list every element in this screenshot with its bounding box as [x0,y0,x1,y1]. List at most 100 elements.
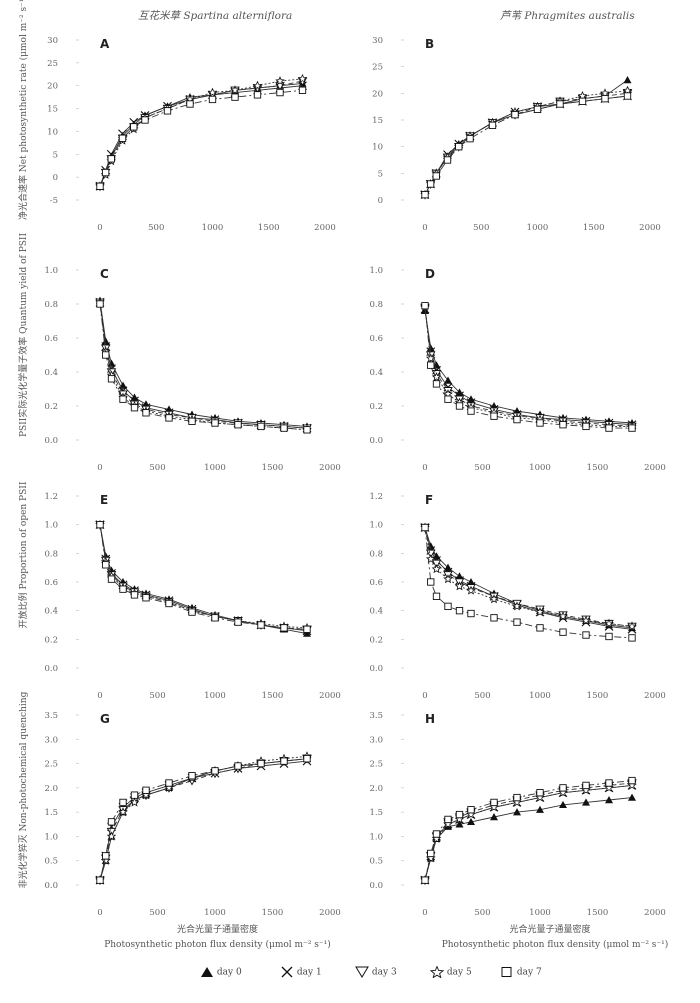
data-point-day7 [490,614,498,622]
y-tick-label: 20 [372,89,383,99]
data-point-day5 [297,73,308,83]
data-point-day7 [253,91,262,99]
y-tick-label: 1.0 [369,521,383,531]
y-tick-label: 0.2 [44,635,58,645]
data-point-day7 [102,561,110,569]
series-line-day5 [99,755,308,881]
y-tick-label: 0.6 [369,334,383,344]
data-point-day5 [604,618,614,628]
data-point-day5 [512,601,522,611]
series-line-day7 [424,527,633,639]
data-point-day0 [467,578,475,586]
y-tick-label: 15 [47,105,58,115]
x-tick-label: 0 [97,908,102,918]
data-point-day7 [513,618,521,626]
data-point-day7 [421,876,429,884]
data-point-day7 [101,168,110,177]
data-point-day7 [490,798,498,807]
data-point-day0 [513,808,521,816]
data-point-day7 [511,111,519,119]
y-tick-label: 0.6 [369,578,383,588]
y-tick-label: 0.2 [369,635,383,645]
data-point-day7 [467,806,475,814]
data-point-day7 [455,607,464,615]
data-point-day7 [280,624,288,632]
y-tick-label: 0.5 [44,857,58,867]
series-line-day0 [99,82,303,187]
data-point-day7 [533,105,542,113]
data-point-day7 [444,815,452,824]
y-tick-label: 0 [53,173,58,183]
data-point-day7 [186,100,194,108]
data-point-day7 [536,789,544,797]
panel-c: C 0.0 0.2 0.4 0.6 0.8 1.0 0 500 1000 1500 2000 [44,266,340,473]
y-tick-label: 1.0 [44,832,58,842]
data-point-day7 [466,135,474,143]
y-tick-label: 25 [372,63,383,73]
data-point-day0 [628,793,636,801]
data-point-day7 [421,191,429,199]
data-point-day3 [425,549,436,559]
data-point-day7 [234,618,242,626]
x-tick-label: 1500 [262,908,284,918]
data-point-day7 [536,419,544,427]
data-point-day7 [211,419,219,427]
data-point-day7 [130,123,138,131]
x-tick-label: 2000 [319,908,341,918]
panel-d: D 0.0 0.2 0.4 0.6 0.8 1.0 0 500 1000 1500 2000 [369,266,665,473]
series-line-day5 [424,90,628,195]
y-tick-label: 0.8 [369,300,383,310]
y-tick-label: 0.8 [369,549,383,559]
x-tick-label: 0 [97,223,102,233]
data-point-day0 [536,805,544,813]
y-tick-label: 2.5 [44,760,58,770]
data-point-day7 [427,849,435,858]
x-tick-label: 1500 [587,691,609,701]
data-point-day7 [601,95,609,103]
y-tick-label: 0.0 [44,664,58,674]
y-tick-label: 0.8 [44,300,58,310]
y-tick-label: 0.4 [369,368,383,378]
y-tick-label: 0.0 [369,436,383,446]
y-tick-label: 1.0 [369,832,383,842]
series-line-day7 [424,780,633,881]
data-point-day7 [298,86,307,94]
data-point-day7 [513,793,521,802]
y-tick-label: 3.5 [369,711,383,721]
panel-letter: A [100,37,110,51]
y-tick-label: 5 [378,169,383,179]
data-point-day7 [96,876,104,884]
x-tick-label: 1500 [262,463,284,473]
data-point-day7 [488,121,497,129]
data-point-day5 [535,607,545,617]
y-tick-label: 0.0 [369,881,383,891]
data-point-day5 [129,797,140,807]
y-tick-label: 0.0 [44,436,58,446]
data-point-day7 [102,351,110,359]
x-tick-label: 1500 [258,223,280,233]
legend-item-day0: day 0 [200,966,260,978]
legend-item-day3: day 3 [355,966,415,978]
y-tick-label: 1.2 [44,492,58,502]
x-tick-label: 1000 [529,908,551,918]
data-point-day5 [275,76,285,86]
data-point-day5 [466,585,476,595]
y-tick-label: 3.5 [44,711,58,721]
x-tick-label: 500 [148,223,164,233]
data-point-day0 [559,800,567,809]
data-point-day7 [119,798,127,807]
square-open-icon [501,967,512,977]
data-point-day7 [490,412,498,420]
data-point-day3 [431,559,442,569]
panel-b: B 0 5 10 15 20 25 30 0 500 1000 1500 2000 [372,36,661,233]
data-point-day0 [444,376,452,384]
data-point-day7 [107,375,116,383]
y-tick-label: 0.4 [369,607,383,617]
data-point-day7 [427,578,435,586]
series-line-day3 [99,524,308,630]
x-tick-label: 1500 [583,223,605,233]
data-point-day7 [163,107,172,115]
y-tick-label: 15 [372,116,383,126]
data-point-day0 [490,813,498,821]
x-axis-label-right-en: Photosynthetic photon flux density (μmol… [441,940,669,950]
